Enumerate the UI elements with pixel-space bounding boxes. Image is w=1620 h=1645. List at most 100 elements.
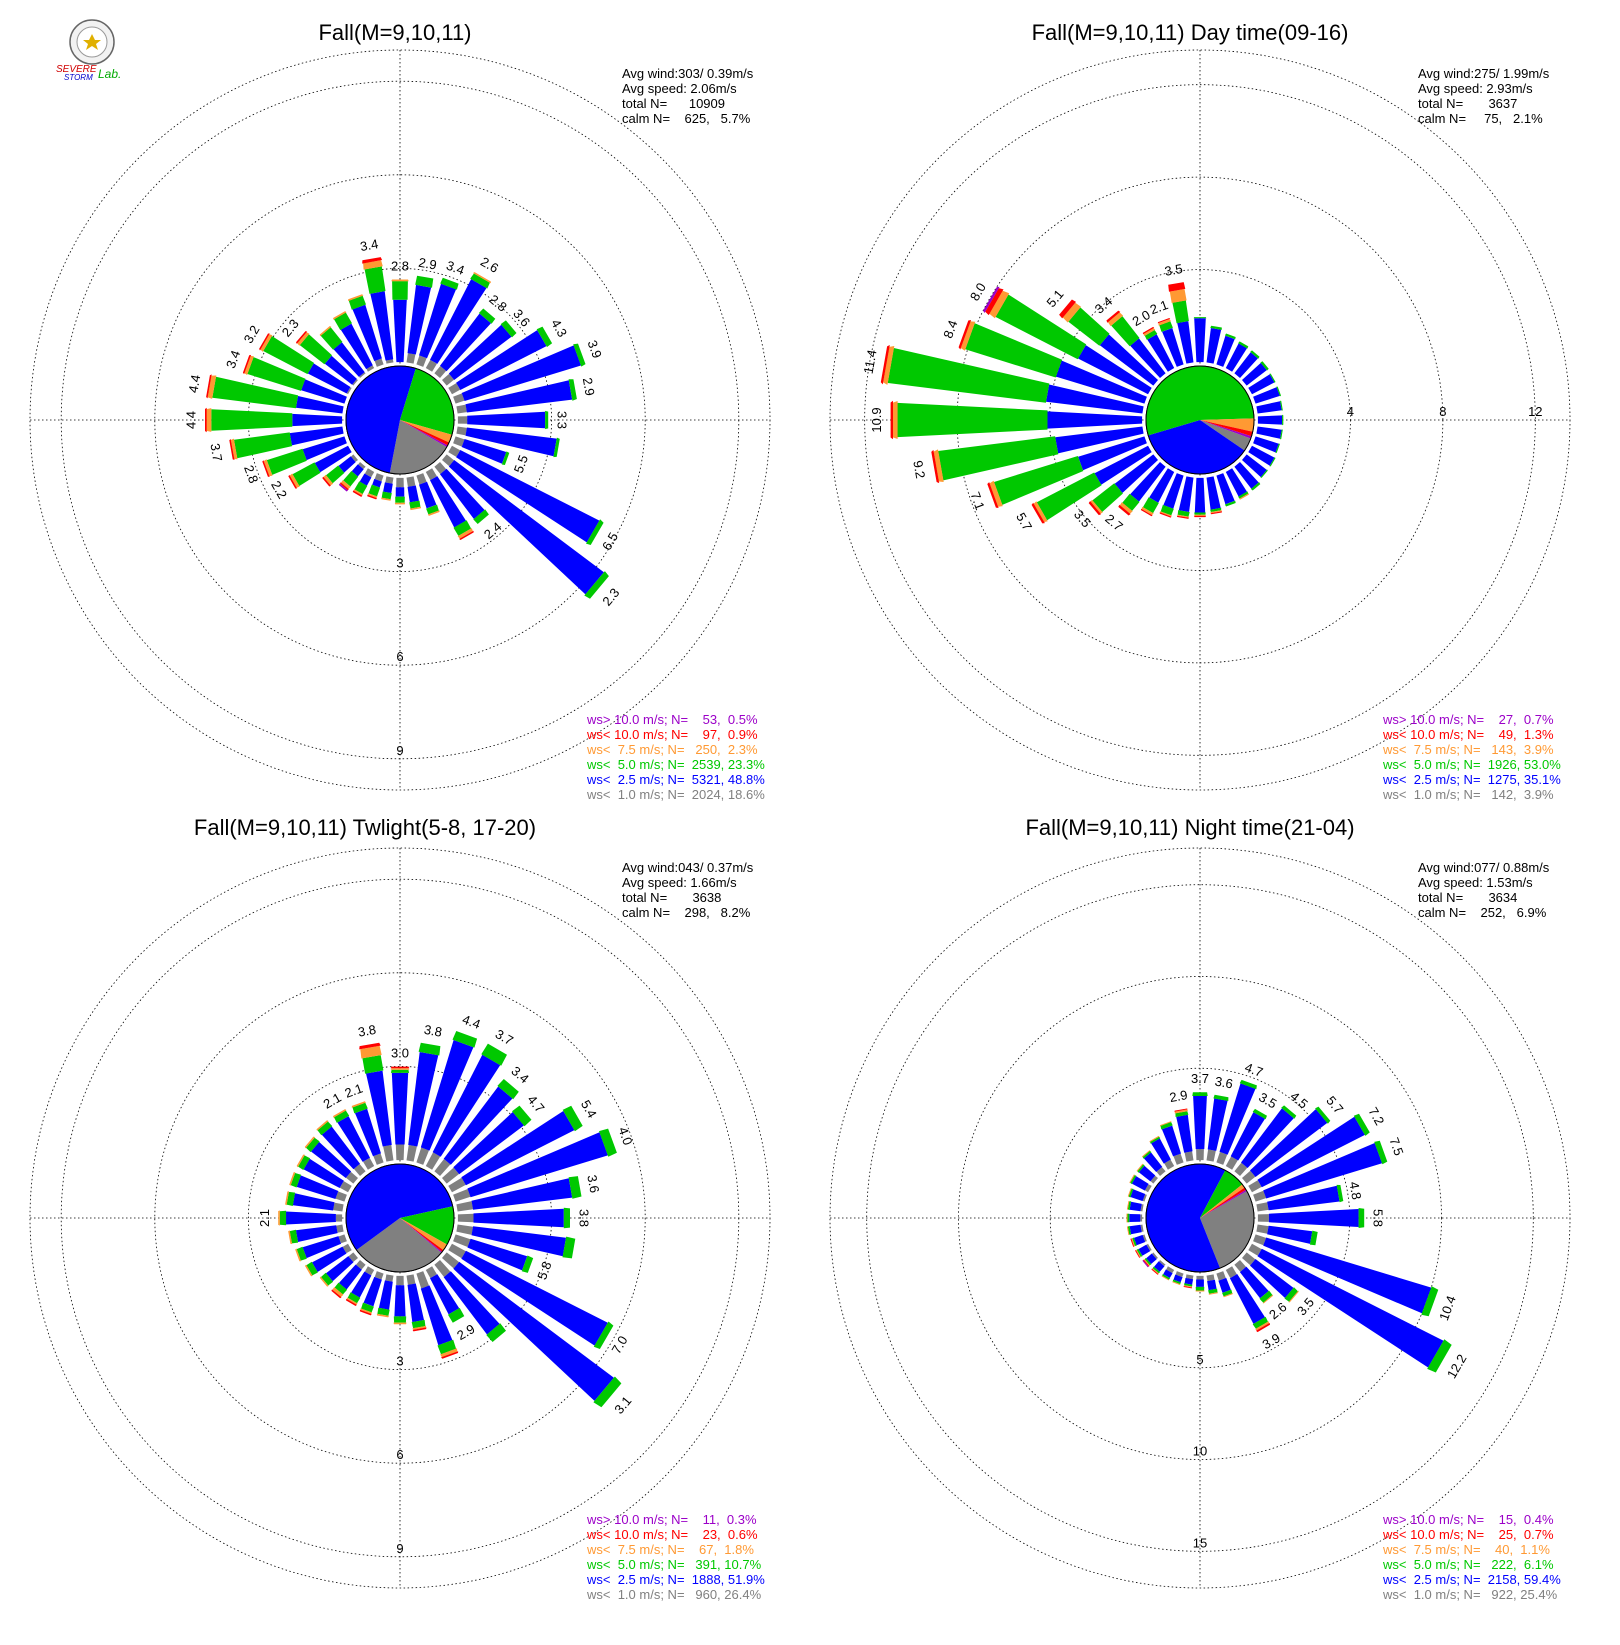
- petal-value-label: 2.9: [580, 376, 598, 396]
- petal-segment: [501, 451, 510, 465]
- legend-entry: ws< 2.5 m/s; N= 1275, 35.1%: [1382, 772, 1561, 787]
- center-pie-wedge: [400, 420, 452, 443]
- petal-segment: [343, 471, 359, 487]
- petal-segment: [1210, 325, 1222, 330]
- petal-value-label: 3.6: [510, 306, 533, 329]
- petal-segment: [335, 1214, 343, 1222]
- petal-segment: [1234, 352, 1258, 378]
- petal-segment: [351, 1271, 372, 1298]
- petal-segment: [355, 1108, 381, 1157]
- petal-segment: [1281, 1105, 1297, 1119]
- petal-segment: [412, 1327, 427, 1332]
- legend-entry: ws< 10.0 m/s; N= 25, 0.7%: [1382, 1527, 1554, 1542]
- petal-segment: [442, 373, 454, 386]
- petal-segment: [1055, 426, 1144, 454]
- petal-segment: [440, 313, 491, 372]
- petal-value-label: 8.4: [940, 318, 960, 340]
- petal-segment: [1194, 477, 1206, 513]
- center-pie-wedge: [356, 1218, 442, 1273]
- petal-segment: [1238, 341, 1249, 349]
- petal-segment: [1234, 462, 1259, 489]
- petal-segment: [465, 427, 557, 457]
- petal-value-label: 3.0: [391, 1045, 409, 1060]
- petal-segment: [1163, 1269, 1173, 1278]
- petal-segment: [279, 1210, 287, 1226]
- petal-segment: [995, 294, 1087, 360]
- petal-segment: [425, 1266, 437, 1279]
- petal-segment: [1194, 514, 1206, 516]
- stat-line: calm N= 625, 5.7%: [622, 111, 751, 126]
- petal-segment: [338, 483, 348, 492]
- petal-segment: [467, 1132, 608, 1198]
- petal-segment: [333, 1202, 344, 1212]
- stat-line: Avg wind:077/ 0.88m/s: [1418, 860, 1550, 875]
- petal-segment: [562, 1105, 583, 1132]
- petal-segment: [366, 1070, 392, 1147]
- petal-segment: [442, 1252, 459, 1269]
- petal-segment: [880, 345, 890, 385]
- petal-value-label: 4.3: [548, 316, 570, 339]
- center-pie-wedge: [1200, 1184, 1245, 1218]
- petal-segment: [1225, 1156, 1238, 1170]
- petal-segment: [437, 1339, 457, 1355]
- petal-segment: [1259, 1290, 1273, 1303]
- petal-segment: [288, 1230, 293, 1245]
- petal-segment: [319, 326, 332, 337]
- petal-segment: [295, 1248, 302, 1262]
- petal-segment: [1160, 504, 1174, 516]
- petal-segment: [289, 473, 300, 488]
- petal-segment: [395, 496, 405, 503]
- petal-segment: [1256, 401, 1282, 414]
- petal-segment: [430, 279, 487, 364]
- petal-segment: [456, 404, 467, 414]
- petal-segment: [1135, 1249, 1141, 1258]
- center-pie-wedge: [400, 1218, 443, 1253]
- petal-segment: [470, 273, 490, 289]
- petal-segment: [385, 476, 394, 484]
- petal-segment: [374, 358, 384, 367]
- petal-value-label: 5.1: [1043, 287, 1066, 310]
- petal-segment: [366, 365, 375, 372]
- petal-segment: [1143, 1152, 1163, 1172]
- petal-segment: [1142, 1150, 1151, 1158]
- petal-segment: [521, 1255, 534, 1273]
- grid-ring: [154, 972, 646, 1464]
- petal-segment: [1193, 1096, 1207, 1150]
- petal-segment: [1119, 502, 1133, 514]
- petal-segment: [348, 294, 364, 302]
- ring-value-label: 10: [1193, 1444, 1207, 1459]
- petal-segment: [440, 468, 485, 519]
- petal-segment: [1129, 1174, 1135, 1184]
- petal-segment: [1282, 414, 1284, 426]
- petal-segment: [407, 284, 432, 355]
- petal-value-label: 2.1: [343, 1081, 365, 1101]
- petal-value-label: 2.9: [454, 1321, 477, 1343]
- petal-segment: [448, 383, 461, 395]
- petal-segment: [1242, 1170, 1256, 1184]
- petal-segment: [234, 432, 293, 459]
- petal-segment: [1068, 307, 1110, 346]
- petal-segment: [1129, 1201, 1142, 1212]
- center-pie-wedge: [346, 1164, 453, 1250]
- petal-value-label: 2.1: [321, 1090, 344, 1112]
- petal-segment: [1161, 1125, 1181, 1157]
- petal-segment: [958, 320, 972, 350]
- wind-rose-panel-1: Fall(M=9,10,11)3.42.8 2.9 3.4 2.62.83.6 4.33…: [29, 20, 771, 802]
- petal-segment: [378, 1280, 393, 1310]
- petal-segment: [230, 438, 238, 460]
- petal-segment: [486, 1323, 506, 1342]
- petal-segment: [1108, 312, 1124, 327]
- petal-value-label: 3.4: [359, 236, 379, 254]
- petal-segment: [1036, 472, 1102, 521]
- petal-segment: [568, 1176, 582, 1199]
- petal-segment: [1159, 321, 1173, 332]
- petal-segment: [1216, 335, 1235, 367]
- petal-segment: [317, 1121, 333, 1136]
- petal-value-label: 7.0: [609, 1333, 631, 1356]
- petal-value-label: 3.8: [357, 1022, 377, 1040]
- ring-value-label: 9: [396, 1541, 403, 1556]
- petal-segment: [416, 1271, 429, 1289]
- petal-segment: [1196, 1149, 1204, 1161]
- petal-segment: [407, 485, 419, 503]
- ring-value-label: 15: [1193, 1535, 1207, 1550]
